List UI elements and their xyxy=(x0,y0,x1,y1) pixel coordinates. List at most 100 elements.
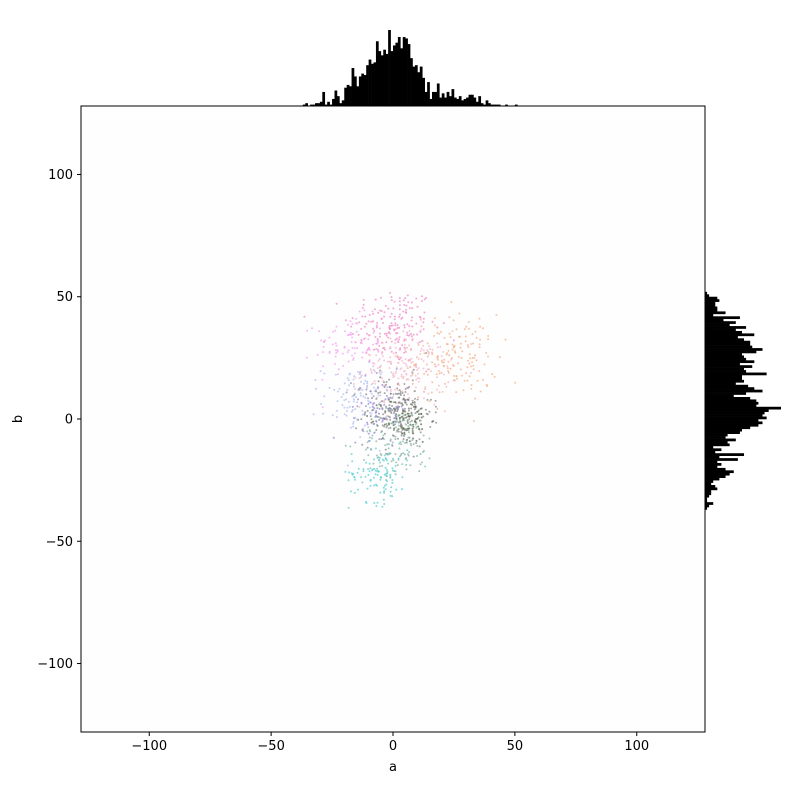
scatter-point xyxy=(487,355,489,358)
scatter-point xyxy=(436,342,439,345)
scatter-point xyxy=(335,416,338,419)
right-marginal-histogram xyxy=(705,291,781,510)
scatter-point xyxy=(378,358,381,360)
right-histogram-bar xyxy=(705,438,736,442)
scatter-point xyxy=(366,386,368,389)
scatter-point xyxy=(471,333,474,336)
scatter-point xyxy=(401,440,404,443)
top-histogram-bar xyxy=(468,94,472,106)
scatter-point xyxy=(395,367,398,370)
scatter-point xyxy=(408,451,411,453)
scatter-point xyxy=(377,341,379,344)
scatter-point xyxy=(460,357,463,359)
scatter-point xyxy=(373,402,376,405)
scatter-point xyxy=(429,426,432,428)
scatter-point xyxy=(348,471,351,474)
scatter-point xyxy=(461,374,464,377)
scatter-point xyxy=(428,345,431,348)
scatter-point xyxy=(381,419,384,421)
scatter-point xyxy=(337,390,340,393)
scatter-point xyxy=(360,374,363,377)
scatter-point xyxy=(464,335,467,338)
scatter-point xyxy=(478,317,481,320)
scatter-point xyxy=(439,330,442,333)
scatter-point xyxy=(375,420,378,423)
scatter-point xyxy=(396,437,399,440)
scatter-point xyxy=(395,426,397,429)
scatter-point xyxy=(447,381,450,384)
scatter-point xyxy=(394,453,397,456)
scatter-point xyxy=(386,389,389,392)
scatter-point xyxy=(395,337,398,340)
top-histogram-bar xyxy=(349,86,352,106)
scatter-point xyxy=(370,372,373,374)
scatter-point xyxy=(387,331,390,334)
top-histogram-bar xyxy=(317,103,321,106)
scatter-point xyxy=(393,375,396,377)
right-histogram-bar xyxy=(705,482,712,486)
scatter-point xyxy=(436,331,439,334)
scatter-point xyxy=(408,385,411,388)
scatter-point xyxy=(504,338,507,341)
top-histogram-bar xyxy=(390,51,394,106)
scatter-point xyxy=(434,324,436,327)
scatter-point xyxy=(385,334,388,337)
scatter-point xyxy=(434,399,437,402)
scatter-point xyxy=(452,319,455,322)
scatter-point xyxy=(389,490,392,493)
scatter-point xyxy=(387,447,390,450)
right-histogram-bar xyxy=(705,497,708,500)
top-histogram-bar xyxy=(385,53,389,106)
scatter-point xyxy=(372,331,375,334)
scatter-point xyxy=(332,330,335,333)
right-histogram-bar xyxy=(705,338,745,342)
scatter-point xyxy=(418,438,421,441)
scatter-point xyxy=(449,367,452,370)
scatter-point xyxy=(434,405,437,408)
scatter-point xyxy=(386,424,389,427)
scatter-point xyxy=(346,323,349,326)
scatter-point xyxy=(323,341,325,344)
scatter-point xyxy=(372,382,375,385)
scatter-point xyxy=(398,401,401,404)
scatter-point xyxy=(417,372,419,375)
scatter-point xyxy=(400,373,403,376)
scatter-point xyxy=(434,411,437,414)
scatter-point xyxy=(421,340,424,342)
scatter-point xyxy=(355,322,358,325)
scatter-point xyxy=(416,305,419,308)
scatter-point xyxy=(394,338,397,341)
scatter-point xyxy=(442,361,445,364)
scatter-point xyxy=(397,361,400,364)
right-histogram-bar xyxy=(705,335,738,339)
scatter-point xyxy=(367,399,370,402)
top-histogram-bar xyxy=(427,82,430,106)
top-histogram-bar xyxy=(458,96,462,106)
scatter-point xyxy=(485,383,488,386)
scatter-point xyxy=(390,312,393,315)
scatter-point xyxy=(357,371,359,373)
scatter-point xyxy=(364,396,367,399)
scatter-point xyxy=(378,327,381,330)
scatter-point xyxy=(414,397,416,400)
scatter-point xyxy=(399,313,401,316)
scatter-point xyxy=(464,340,467,343)
scatter-point xyxy=(383,332,386,335)
scatter-point xyxy=(403,344,406,346)
top-histogram-bar xyxy=(483,104,486,106)
scatter-point xyxy=(405,346,408,349)
scatter-point xyxy=(390,371,393,374)
scatter-point xyxy=(368,348,371,351)
scatter-point xyxy=(319,370,322,373)
top-histogram-bar xyxy=(332,98,335,106)
scatter-point xyxy=(343,382,346,385)
scatter-point xyxy=(395,366,398,369)
scatter-point xyxy=(396,324,399,327)
scatter-point xyxy=(351,336,354,339)
scatter-point xyxy=(404,348,407,351)
scatter-point xyxy=(396,410,399,413)
scatter-point xyxy=(372,386,375,389)
scatter-point xyxy=(389,418,392,421)
top-histogram-bar xyxy=(444,97,447,106)
scatter-point xyxy=(372,343,375,346)
